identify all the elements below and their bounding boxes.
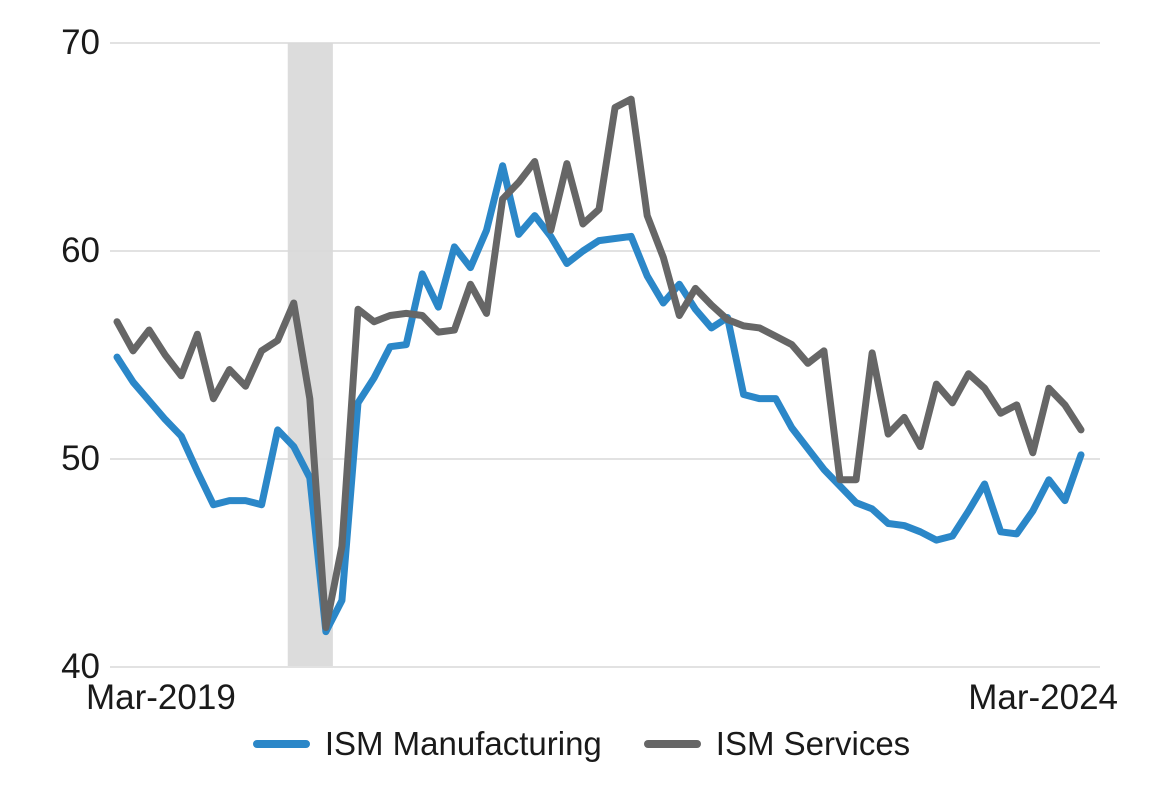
recession-band [287, 43, 333, 666]
gridlines [110, 42, 1100, 668]
services-line [113, 95, 1085, 631]
legend-item-manufacturing: ISM Manufacturing [252, 724, 602, 764]
manufacturing-line [113, 162, 1085, 636]
legend-item-services: ISM Services [643, 724, 911, 764]
y-tick-label: 60 [61, 231, 100, 270]
series-lines [113, 95, 1085, 636]
manufacturing-line-swatch [252, 740, 310, 748]
x-axis-label-start: Mar-2019 [86, 678, 236, 717]
y-tick-label: 50 [61, 439, 100, 478]
legend: ISM Manufacturing ISM Services [0, 724, 1163, 764]
y-tick-label: 40 [61, 647, 100, 686]
services-line-swatch [643, 740, 701, 748]
legend-label-manufacturing: ISM Manufacturing [324, 725, 602, 762]
x-axis-label-end: Mar-2024 [968, 678, 1118, 717]
y-tick-label: 70 [61, 23, 100, 62]
legend-label-services: ISM Services [715, 725, 911, 762]
